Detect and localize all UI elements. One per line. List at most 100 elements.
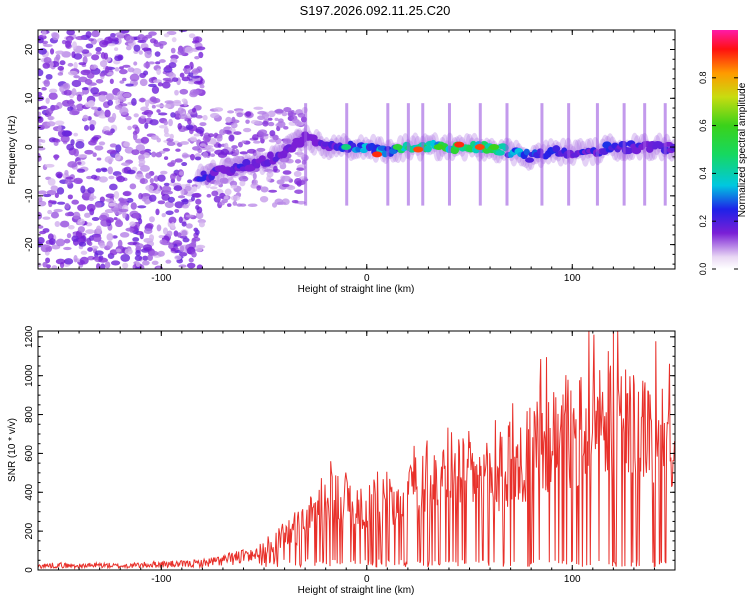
heatmap-cell xyxy=(71,199,79,205)
heatmap-cell xyxy=(104,156,114,163)
heatmap-cell xyxy=(132,132,138,141)
heatmap-cell xyxy=(75,35,86,41)
heatmap-cell xyxy=(156,68,161,75)
heatmap-cell xyxy=(669,143,675,152)
heatmap-cell xyxy=(159,43,164,49)
heatmap-cell xyxy=(55,258,66,265)
heatmap-cell xyxy=(196,264,203,269)
colorbar: 0.0 0.2 0.4 0.6 0.8 Normalized spectral ampl… xyxy=(698,30,748,275)
heatmap-cell xyxy=(106,233,114,241)
heatmap-cell xyxy=(525,157,535,163)
heatmap-cell xyxy=(91,54,100,61)
heatmap-cell xyxy=(98,141,106,146)
heatmap-cell xyxy=(126,169,136,174)
heatmap-cell xyxy=(152,97,161,104)
heatmap-cell xyxy=(127,67,135,73)
heatmap-cell xyxy=(297,153,307,158)
heatmap-cell xyxy=(47,178,56,186)
heatmap-cell xyxy=(47,115,55,121)
heatmap-cell xyxy=(187,80,197,85)
heatmap-cell xyxy=(174,201,184,209)
heatmap-cell xyxy=(38,190,47,195)
heatmap-cell xyxy=(54,192,59,198)
heatmap-cell xyxy=(195,245,203,252)
heatmap-cell xyxy=(184,46,194,54)
heatmap-cell xyxy=(149,216,155,223)
heatmap-cell xyxy=(69,110,80,116)
heatmap-cell xyxy=(87,255,95,261)
heatmap-cell xyxy=(454,141,465,148)
heatmap-cell xyxy=(296,167,305,171)
heatmap-cell xyxy=(195,211,204,220)
heatmap-cell xyxy=(122,77,127,82)
heatmap-cell xyxy=(67,62,74,67)
heatmap-cell xyxy=(304,103,308,206)
heatmap-cell xyxy=(120,253,131,262)
heatmap-cell xyxy=(188,33,196,39)
heatmap-cell xyxy=(38,69,44,77)
heatmap-cell xyxy=(234,148,240,156)
heatmap-cell xyxy=(177,50,186,56)
heatmap-cell xyxy=(199,143,206,147)
heatmap-cell xyxy=(94,145,104,151)
heatmap-cell xyxy=(157,82,163,87)
heatmap-cell xyxy=(76,168,86,173)
colorbar-tick-label: 0.2 xyxy=(698,215,708,228)
heatmap-cell xyxy=(283,106,292,113)
heatmap-cell xyxy=(43,57,52,64)
heatmap-cell xyxy=(122,210,127,219)
heatmap-cell xyxy=(119,66,124,70)
heatmap-cell xyxy=(267,110,276,118)
heatmap-cell xyxy=(190,153,195,161)
figure-title: S197.2026.092.11.25.C20 xyxy=(300,3,451,18)
heatmap-cell xyxy=(204,163,215,171)
heatmap-cell xyxy=(297,112,306,118)
heatmap-cell xyxy=(44,163,55,168)
heatmap-cell xyxy=(67,225,75,230)
heatmap-cell xyxy=(186,262,196,269)
heatmap-cell xyxy=(295,180,306,186)
heatmap-cell xyxy=(98,257,108,263)
heatmap-cell xyxy=(38,225,44,229)
heatmap-cell xyxy=(274,198,284,205)
heatmap-cell xyxy=(91,245,99,250)
heatmap-cell xyxy=(65,176,74,180)
heatmap-cell xyxy=(145,99,150,108)
heatmap-cell xyxy=(296,200,306,205)
heatmap-cell xyxy=(80,250,88,255)
heatmap-cell xyxy=(127,125,132,131)
heatmap-cell xyxy=(181,221,187,227)
heatmap-cell xyxy=(142,244,153,251)
heatmap-cell xyxy=(170,47,176,54)
heatmap-cell xyxy=(67,194,73,200)
heatmap-cell xyxy=(287,110,294,117)
heatmap-cell xyxy=(174,158,183,163)
heatmap-cell xyxy=(124,248,133,255)
heatmap-cell xyxy=(51,244,61,250)
heatmap-cell xyxy=(59,60,66,66)
heatmap-cell xyxy=(57,72,64,76)
heatmap-cell xyxy=(122,92,131,98)
heatmap-cell xyxy=(90,174,98,180)
heatmap-cell xyxy=(219,129,226,136)
heatmap-cell xyxy=(567,103,571,206)
heatmap-cell xyxy=(663,103,667,206)
heatmap-cell xyxy=(195,46,206,51)
heatmap-cell xyxy=(185,223,193,229)
heatmap-cell xyxy=(104,65,110,74)
heatmap-cell xyxy=(293,170,302,177)
heatmap-cell xyxy=(158,59,166,63)
heatmap-cell xyxy=(191,240,197,248)
heatmap-cell xyxy=(188,257,194,263)
heatmap-cell xyxy=(155,61,161,65)
heatmap-cell xyxy=(142,260,150,266)
heatmap-cell xyxy=(48,200,57,204)
heatmap-cell xyxy=(55,50,65,55)
heatmap-cell xyxy=(38,142,42,147)
heatmap-cell xyxy=(64,169,69,176)
colorbar-tick-label: 0.4 xyxy=(698,167,708,180)
heatmap-cell xyxy=(86,203,96,212)
heatmap-cell xyxy=(125,35,135,44)
y-tick-label: 1000 xyxy=(24,364,35,387)
heatmap-cell xyxy=(79,256,89,265)
